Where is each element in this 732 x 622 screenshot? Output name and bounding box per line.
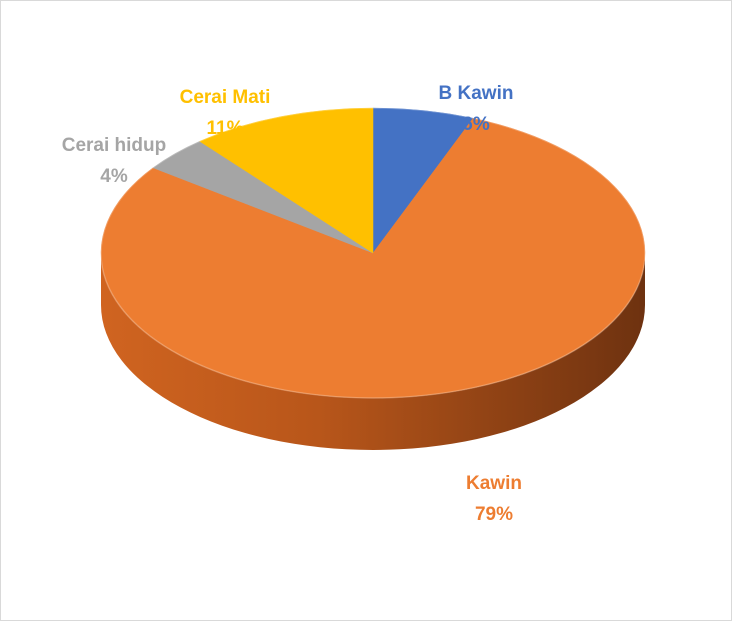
data-label-value-cerai-hidup: 4% bbox=[100, 166, 128, 187]
data-label-value-cerai-mati: 11% bbox=[207, 118, 244, 139]
pie-rim bbox=[100, 107, 646, 399]
pie-slice-cerai-mati[interactable] bbox=[199, 107, 374, 254]
data-label-name-kawin: Kawin bbox=[466, 473, 522, 494]
data-label-name-cerai-mati: Cerai Mati bbox=[180, 87, 271, 108]
pie-side-kawin bbox=[101, 253, 645, 450]
data-label-name-b-kawin: B Kawin bbox=[439, 83, 514, 104]
data-label-value-b-kawin: 6% bbox=[462, 114, 490, 135]
data-label-value-kawin: 79% bbox=[475, 504, 513, 525]
data-label-name-cerai-hidup: Cerai hidup bbox=[62, 135, 167, 156]
pie-slice-kawin[interactable] bbox=[100, 117, 646, 399]
